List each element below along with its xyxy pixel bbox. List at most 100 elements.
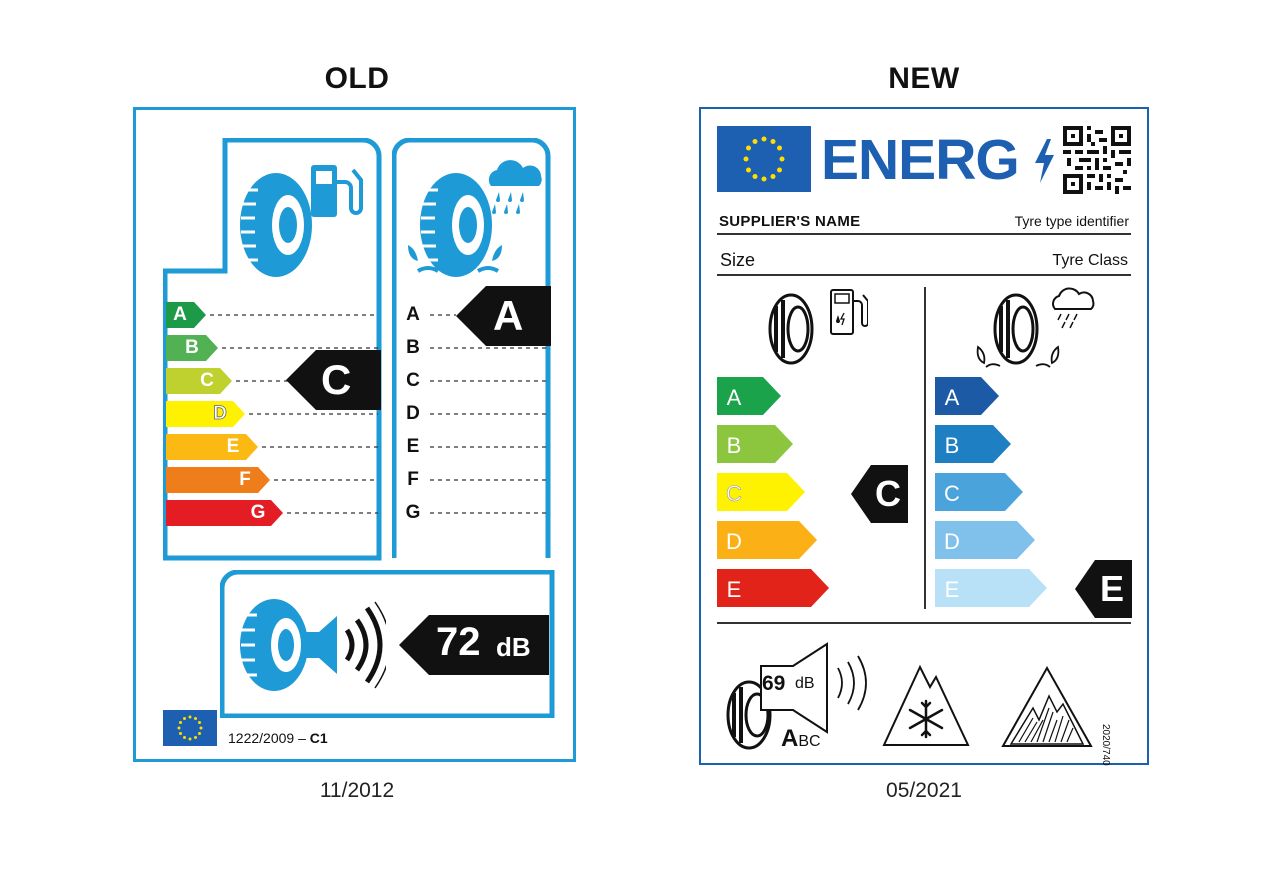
new-noise-value: 69: [762, 672, 786, 695]
new-fuel-bar-e: [717, 569, 829, 607]
tyre-icon: [726, 680, 772, 750]
new-date: 05/2021: [886, 779, 962, 802]
new-label-title: ENERG: [821, 128, 1020, 192]
new-wet-letter-b: B: [944, 433, 960, 458]
new-wet-letter-c: C: [944, 481, 960, 506]
old-fuel-letter-e: E: [226, 436, 240, 457]
water-splash-icon: [976, 345, 1060, 368]
old-heading: OLD: [324, 62, 390, 95]
old-wet-panel-frame: [392, 138, 551, 558]
old-fuel-bar-e: [166, 434, 258, 460]
new-noise-unit: dB: [795, 675, 815, 692]
regulation-code: 2020/740: [1100, 724, 1111, 766]
old-noise-unit: dB: [496, 632, 531, 662]
tyre-class-label: Tyre Class: [1052, 252, 1128, 269]
new-wet-bar-e: [935, 569, 1047, 607]
old-wet-letter-g: G: [405, 502, 421, 523]
old-fuel-bar-g: [166, 500, 283, 526]
old-fuel-letter-a: A: [173, 304, 187, 325]
speaker-icon: [305, 601, 386, 689]
old-fuel-letter-c: C: [200, 370, 214, 391]
old-wet-letter-e: E: [406, 436, 420, 457]
old-noise-value: 72: [436, 620, 481, 664]
new-fuel-letter-d: D: [726, 529, 742, 554]
tyre-icon: [768, 293, 814, 365]
divider: [717, 233, 1131, 235]
new-wet-rating-arrow: [1075, 560, 1132, 618]
new-fuel-rating: C: [875, 473, 901, 514]
new-label: ENERG SUPPLIER'S NAME Tyre type identifi…: [699, 107, 1149, 766]
old-date: 11/2012: [319, 779, 395, 802]
old-noise-panel-frame: [220, 570, 555, 718]
old-fuel-letter-g: G: [250, 502, 266, 523]
old-fuel-bar-d: [166, 401, 245, 427]
tyre-type-identifier: Tyre type identifier: [1014, 213, 1129, 229]
old-fuel-rating: C: [321, 356, 352, 403]
old-wet-letter-b: B: [406, 337, 420, 358]
new-fuel-rating-arrow: [851, 465, 908, 523]
new-wet-bar-c: [935, 473, 1023, 511]
new-wet-rating: E: [1100, 568, 1125, 609]
fuel-pump-icon: [311, 165, 363, 217]
ice-mountain-icon: [1001, 665, 1093, 747]
old-regulation: 1222/2009 – C1: [228, 730, 328, 746]
size-label: Size: [720, 250, 756, 270]
new-fuel-bar-a: [717, 377, 781, 415]
rain-cloud-icon: [1052, 287, 1095, 329]
new-fuel-letter-c: C: [726, 481, 742, 507]
new-noise-class-minor: BC: [798, 733, 821, 750]
new-fuel-letter-e: E: [726, 577, 742, 602]
new-fuel-letter-b: B: [726, 433, 742, 458]
lightning-icon: [1035, 139, 1054, 183]
qr-code-icon: [1063, 126, 1131, 194]
new-noise-class-major: A: [781, 725, 799, 752]
tyre-icon: [993, 293, 1039, 365]
fuel-pump-icon: [830, 289, 868, 335]
old-regulation-text: 1222/2009 –: [228, 730, 306, 746]
supplier-name: SUPPLIER'S NAME: [719, 213, 861, 230]
old-fuel-rating-arrow: [286, 350, 381, 410]
old-fuel-letter-f: F: [239, 469, 251, 490]
old-label: A B C D E F G C: [133, 107, 576, 762]
new-fuel-bar-d: [717, 521, 817, 559]
tyre-icon: [240, 599, 308, 691]
new-wet-bar-d: [935, 521, 1035, 559]
old-wet-letter-f: F: [407, 469, 419, 490]
old-fuel-letter-d: D: [213, 403, 228, 425]
new-wet-letter-e: E: [944, 577, 960, 602]
eu-flag-icon: [717, 126, 811, 192]
old-fuel-bar-f: [166, 467, 270, 493]
old-fuel-bar-b: [166, 335, 218, 361]
old-wet-rating: A: [493, 292, 524, 339]
new-fuel-bar-b: [717, 425, 793, 463]
old-tyre-class: C1: [309, 730, 328, 746]
old-fuel-letter-b: B: [185, 337, 199, 358]
old-wet-letter-c: C: [406, 370, 420, 391]
old-wet-letter-d: D: [406, 403, 420, 424]
rain-cloud-icon: [488, 160, 542, 214]
old-fuel-bar-a: [166, 302, 206, 328]
old-fuel-bar-c: [166, 368, 232, 394]
divider: [717, 622, 1131, 624]
new-wet-bar-a: [935, 377, 999, 415]
tyre-icon: [420, 173, 492, 277]
new-noise-class: ABC: [781, 725, 821, 753]
new-fuel-letter-a: A: [726, 385, 742, 410]
new-wet-letter-a: A: [944, 385, 960, 410]
eu-flag-icon: [163, 710, 217, 746]
old-wet-letter-a: A: [406, 304, 420, 325]
new-wet-letter-d: D: [944, 529, 960, 554]
new-wet-bar-b: [935, 425, 1011, 463]
old-fuel-panel-frame: [163, 138, 382, 561]
water-splash-icon: [408, 245, 502, 273]
tyre-icon: [240, 173, 312, 277]
divider: [717, 274, 1131, 276]
sound-waves-icon: [837, 655, 867, 711]
divider: [924, 287, 926, 609]
speaker-icon: [760, 642, 828, 734]
new-fuel-bar-c: [717, 473, 805, 511]
snowflake-mountain-icon: [882, 664, 970, 746]
new-heading: NEW: [888, 62, 960, 95]
old-wet-rating-arrow: [456, 286, 551, 346]
old-noise-arrow: [399, 615, 549, 675]
